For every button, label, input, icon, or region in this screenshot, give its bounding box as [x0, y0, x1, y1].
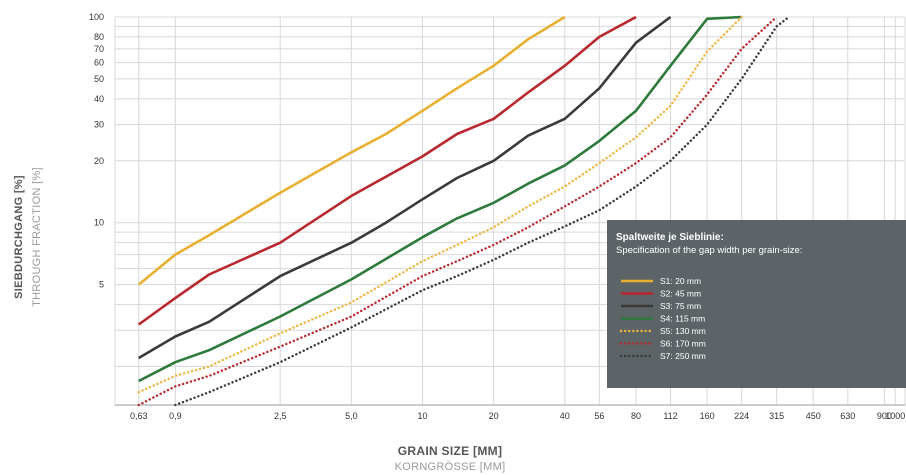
x-tick-label: 0,9: [169, 411, 182, 421]
x-tick-label: 2,5: [274, 411, 287, 421]
series-line-s6: [137, 15, 778, 407]
legend-subtitle: Specification of the gap width per grain…: [616, 245, 802, 256]
y-tick-label: 100: [89, 12, 104, 22]
series-line-s3: [138, 15, 672, 360]
x-axis-label-secondary: KORNGRÖSSE [MM]: [395, 461, 506, 473]
x-tick-label: 5,0: [345, 411, 358, 421]
x-tick-label: 1000: [885, 411, 905, 421]
x-tick-labels: 0,63 0,9 2,5 5,0 10 20 40 56 80 112 160 224 315 450 63…: [130, 411, 905, 421]
x-tick-label: 80: [631, 411, 641, 421]
y-tick-label: 20: [94, 156, 104, 166]
legend-title: Spaltweite je Sieblinie:: [616, 232, 724, 243]
x-tick-label: 10: [417, 411, 427, 421]
legend-label-s1: S1: 20 mm: [660, 276, 701, 286]
legend-label-s7: S7: 250 mm: [660, 351, 706, 361]
series-line-s4: [138, 15, 742, 383]
series-line-s7: [174, 15, 791, 407]
legend-label-s5: S5: 130 mm: [660, 326, 706, 336]
x-axis-label: GRAIN SIZE [MM]: [398, 444, 503, 458]
y-axis-label: SIEBDURCHGANG [%]: [13, 175, 25, 299]
legend-box: [607, 220, 906, 388]
y-tick-labels: 5 10 20 30 40 50 60 70 80 100: [89, 12, 104, 290]
legend: Spaltweite je Sieblinie: Specification o…: [607, 220, 906, 388]
y-tick-label: 10: [94, 218, 104, 228]
y-tick-label: 70: [94, 44, 104, 54]
y-tick-label: 50: [94, 74, 104, 84]
series-line-s5: [137, 15, 743, 394]
y-tick-label: 30: [94, 120, 104, 130]
series-line-s2: [137, 15, 637, 326]
y-tick-label: 60: [94, 58, 104, 68]
x-tick-label: 224: [734, 411, 749, 421]
y-tick-label: 5: [99, 280, 104, 290]
x-tick-label: 20: [489, 411, 499, 421]
legend-label-s4: S4: 115 mm: [660, 314, 705, 324]
y-tick-label: 40: [94, 94, 104, 104]
legend-items: S1: 20 mm S2: 45 mm S3: 75 mm S4: 115 mm S5:…: [619, 276, 706, 361]
x-tick-label: 450: [806, 411, 821, 421]
legend-label-s3: S3: 75 mm: [660, 301, 701, 311]
x-tick-label: 112: [663, 411, 677, 421]
y-tick-label: 80: [94, 32, 104, 42]
y-axis-label-secondary: THROUGH FRACTION [%]: [31, 167, 43, 307]
series-line-s1: [137, 15, 566, 286]
x-tick-label: 900: [877, 411, 892, 421]
x-tick-label: 40: [560, 411, 570, 421]
x-tick-label: 315: [769, 411, 784, 421]
x-tick-label: 56: [594, 411, 604, 421]
series-lines: [137, 15, 791, 407]
x-tick-label: 0,63: [130, 411, 148, 421]
x-tick-label: 630: [840, 411, 855, 421]
legend-label-s2: S2: 45 mm: [660, 289, 701, 299]
grid: [114, 16, 906, 406]
x-tick-label: 160: [700, 411, 715, 421]
legend-label-s6: S6: 170 mm: [660, 339, 706, 349]
